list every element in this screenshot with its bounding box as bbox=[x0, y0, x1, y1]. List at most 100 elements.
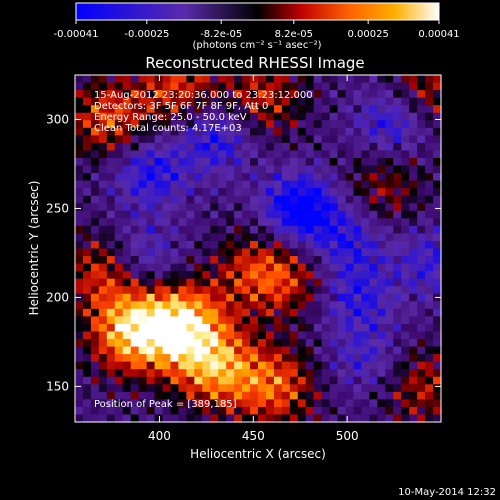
heatmap-cell bbox=[122, 127, 132, 136]
heatmap-cell bbox=[186, 301, 195, 310]
heatmap-cell bbox=[401, 293, 410, 302]
heatmap-cell bbox=[170, 233, 180, 242]
heatmap-cell bbox=[122, 203, 132, 212]
heatmap-cell bbox=[210, 369, 219, 378]
heatmap-cell bbox=[433, 240, 442, 250]
heatmap-cell bbox=[218, 225, 227, 235]
heatmap-cell bbox=[329, 316, 339, 325]
heatmap-cell bbox=[242, 406, 251, 416]
heatmap-cell bbox=[353, 406, 363, 416]
heatmap-cell bbox=[242, 286, 251, 295]
heatmap-cell bbox=[170, 361, 180, 370]
heatmap-cell bbox=[138, 233, 148, 242]
heatmap-cell bbox=[321, 323, 331, 333]
heatmap-cell bbox=[329, 105, 339, 114]
heatmap-cell bbox=[114, 369, 124, 378]
heatmap-cell bbox=[305, 157, 315, 167]
heatmap-cell bbox=[353, 97, 363, 106]
heatmap-cell bbox=[178, 301, 187, 310]
heatmap-cell bbox=[98, 173, 108, 182]
heatmap-cell bbox=[226, 391, 235, 400]
heatmap-cell bbox=[313, 195, 323, 204]
heatmap-cell bbox=[75, 339, 84, 348]
heatmap-cell bbox=[114, 112, 124, 121]
heatmap-cell bbox=[409, 331, 418, 340]
heatmap-cell bbox=[226, 75, 235, 84]
heatmap-cell bbox=[210, 361, 219, 370]
heatmap-cell bbox=[401, 233, 410, 242]
heatmap-cell bbox=[90, 105, 100, 114]
heatmap-cell bbox=[170, 301, 180, 310]
heatmap-cell bbox=[329, 180, 339, 189]
heatmap-cell bbox=[114, 399, 124, 408]
heatmap-cell bbox=[90, 316, 100, 325]
heatmap-cell bbox=[417, 165, 426, 174]
heatmap-cell bbox=[377, 316, 386, 325]
heatmap-cell bbox=[218, 75, 227, 84]
heatmap-cell bbox=[130, 203, 140, 212]
heatmap-cell bbox=[258, 225, 267, 235]
heatmap-cell bbox=[313, 157, 323, 167]
heatmap-cell bbox=[417, 120, 426, 129]
heatmap-cell bbox=[226, 354, 235, 363]
heatmap-cell bbox=[361, 263, 370, 272]
heatmap-cell bbox=[425, 256, 434, 265]
heatmap-cell bbox=[297, 180, 307, 189]
heatmap-cell bbox=[425, 157, 434, 167]
heatmap-cell bbox=[106, 233, 116, 242]
heatmap-cell bbox=[122, 376, 132, 385]
heatmap-cell bbox=[369, 82, 378, 91]
heatmap-cell bbox=[186, 293, 195, 302]
heatmap-cell bbox=[281, 308, 291, 317]
heatmap-cell bbox=[337, 376, 347, 385]
heatmap-cell bbox=[186, 90, 195, 99]
heatmap-cell bbox=[75, 406, 84, 416]
heatmap-cell bbox=[281, 256, 291, 265]
heatmap-cell bbox=[138, 165, 148, 174]
heatmap-cell bbox=[178, 82, 187, 91]
heatmap-cell bbox=[433, 414, 442, 423]
heatmap-cell bbox=[337, 240, 347, 250]
heatmap-cell bbox=[313, 188, 323, 197]
heatmap-cell bbox=[226, 120, 235, 129]
heatmap-cell bbox=[234, 339, 243, 348]
heatmap-cell bbox=[234, 278, 243, 287]
heatmap-cell bbox=[393, 90, 402, 99]
heatmap-cell bbox=[122, 339, 132, 348]
heatmap-cell bbox=[162, 127, 172, 136]
heatmap-cell bbox=[226, 271, 235, 280]
heatmap-cell bbox=[345, 112, 355, 121]
heatmap-cell bbox=[281, 157, 291, 167]
heatmap-cell bbox=[369, 376, 378, 385]
heatmap-cell bbox=[90, 82, 100, 91]
heatmap-cell bbox=[218, 97, 227, 106]
heatmap-cell bbox=[425, 225, 434, 235]
heatmap-cell bbox=[146, 293, 156, 302]
heatmap-cell bbox=[297, 316, 307, 325]
heatmap-cell bbox=[401, 331, 410, 340]
heatmap-cell bbox=[90, 263, 100, 272]
heatmap-cell bbox=[273, 195, 283, 204]
heatmap-cell bbox=[258, 120, 267, 129]
heatmap-cell bbox=[98, 82, 108, 91]
heatmap-cell bbox=[377, 75, 386, 84]
heatmap-cell bbox=[273, 135, 283, 144]
heatmap-cell bbox=[250, 233, 259, 242]
heatmap-cell bbox=[281, 406, 291, 416]
heatmap-cell bbox=[305, 301, 315, 310]
heatmap-cell bbox=[305, 120, 315, 129]
heatmap-cell bbox=[313, 225, 323, 235]
heatmap-cell bbox=[178, 256, 187, 265]
heatmap-cell bbox=[202, 240, 211, 250]
heatmap-cell bbox=[82, 127, 92, 136]
heatmap-cell bbox=[106, 75, 116, 84]
heatmap-cell bbox=[401, 301, 410, 310]
heatmap-cell bbox=[409, 233, 418, 242]
heatmap-cell bbox=[226, 384, 235, 393]
heatmap-cell bbox=[425, 339, 434, 348]
heatmap-cell bbox=[242, 135, 251, 144]
heatmap-cell bbox=[297, 135, 307, 144]
heatmap-cell bbox=[234, 316, 243, 325]
heatmap-cell bbox=[130, 278, 140, 287]
heatmap-cell bbox=[265, 150, 275, 159]
